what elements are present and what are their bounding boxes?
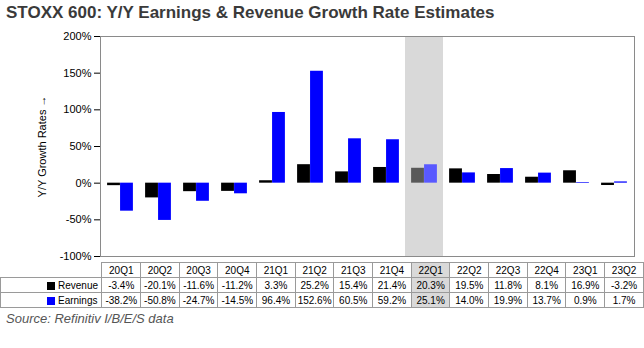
html-text:-50.8%: -50.8% bbox=[144, 294, 176, 306]
html-text:22Q1: 22Q1 bbox=[418, 264, 443, 276]
html-text:0.9%: 0.9% bbox=[573, 294, 597, 306]
html-text:1.7%: 1.7% bbox=[612, 294, 636, 306]
html-text:25.2%: 25.2% bbox=[300, 279, 329, 291]
html-text:20Q4: 20Q4 bbox=[225, 264, 250, 276]
html-text:-11.2%: -11.2% bbox=[221, 279, 253, 291]
html-text:3.3%: 3.3% bbox=[264, 279, 288, 291]
html-text:59.2%: 59.2% bbox=[377, 294, 407, 306]
html-text:23Q1: 23Q1 bbox=[573, 264, 598, 276]
svg-text:150%: 150% bbox=[63, 67, 91, 79]
html-text:21Q4: 21Q4 bbox=[379, 264, 405, 276]
svg-text:100%: 100% bbox=[63, 103, 91, 115]
html-text:15.4%: 15.4% bbox=[339, 279, 368, 291]
html-text:Earnings: Earnings bbox=[58, 294, 98, 306]
html-text:20.3%: 20.3% bbox=[416, 279, 445, 291]
html-text:-3.4%: -3.4% bbox=[108, 279, 135, 291]
svg-text:50%: 50% bbox=[69, 140, 91, 152]
html-text:8.1%: 8.1% bbox=[535, 279, 558, 291]
html-text:19.5%: 19.5% bbox=[455, 279, 484, 291]
svg-text:Y/Y Growth Rates →: Y/Y Growth Rates → bbox=[36, 96, 48, 198]
html-text:21.4%: 21.4% bbox=[377, 279, 407, 291]
html-text:20Q2: 20Q2 bbox=[147, 264, 173, 276]
html-text:STOXX 600: Y/Y Earnings & Reve: STOXX 600: Y/Y Earnings & Revenue Growth… bbox=[6, 3, 495, 22]
html-text:60.5%: 60.5% bbox=[339, 294, 368, 306]
html-text:96.4%: 96.4% bbox=[261, 294, 291, 306]
html-text:20Q3: 20Q3 bbox=[186, 264, 211, 276]
html-text:22Q3: 22Q3 bbox=[495, 264, 521, 276]
html-text:14.0%: 14.0% bbox=[455, 294, 484, 306]
html-text:20Q1: 20Q1 bbox=[109, 264, 134, 276]
html-text:Revenue: Revenue bbox=[58, 279, 98, 291]
html-text:-14.5%: -14.5% bbox=[221, 294, 254, 306]
html-text:19.9%: 19.9% bbox=[493, 294, 523, 306]
html-text:13.7%: 13.7% bbox=[532, 294, 561, 306]
html-text:11.8%: 11.8% bbox=[494, 279, 522, 291]
svg-text:200%: 200% bbox=[63, 30, 91, 42]
svg-text:0%: 0% bbox=[76, 177, 92, 189]
html-text:-11.6%: -11.6% bbox=[183, 279, 215, 291]
html-text:21Q3: 21Q3 bbox=[341, 264, 366, 276]
html-text:16.9%: 16.9% bbox=[571, 279, 600, 291]
html-text:22Q2: 22Q2 bbox=[457, 264, 482, 276]
html-text:21Q2: 21Q2 bbox=[302, 264, 327, 276]
html-text:-24.7%: -24.7% bbox=[182, 294, 215, 306]
html-text:-38.2%: -38.2% bbox=[105, 294, 138, 306]
svg-text:-100%: -100% bbox=[60, 250, 92, 262]
html-text:23Q2: 23Q2 bbox=[611, 264, 637, 276]
html-text:-3.2%: -3.2% bbox=[611, 279, 638, 291]
svg-text:-50%: -50% bbox=[66, 213, 92, 225]
html-text:25.1%: 25.1% bbox=[416, 294, 445, 306]
html-text:21Q1: 21Q1 bbox=[263, 264, 289, 276]
html-text:-20.1%: -20.1% bbox=[144, 279, 176, 291]
html-text:Source: Refinitiv I/B/E/S data: Source: Refinitiv I/B/E/S data bbox=[6, 311, 174, 326]
html-text:22Q4: 22Q4 bbox=[534, 264, 559, 276]
html-text:152.6%: 152.6% bbox=[297, 294, 332, 306]
